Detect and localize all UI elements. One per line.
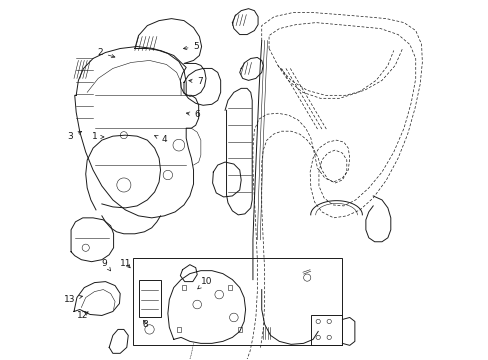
Bar	[176, 327, 181, 332]
Text: 7: 7	[188, 77, 203, 86]
Bar	[310, 315, 342, 345]
Bar	[138, 280, 160, 318]
Text: 6: 6	[186, 110, 200, 119]
Bar	[237, 327, 242, 332]
Bar	[227, 285, 232, 290]
Text: 5: 5	[183, 42, 199, 51]
Text: 4: 4	[154, 135, 166, 144]
Bar	[133, 258, 342, 345]
Text: 11: 11	[120, 259, 131, 268]
Text: 8: 8	[142, 320, 148, 329]
Text: 10: 10	[197, 276, 212, 289]
Text: 2: 2	[97, 48, 115, 58]
Text: 9: 9	[102, 259, 110, 271]
Text: 3: 3	[67, 131, 81, 141]
Text: 12: 12	[77, 311, 88, 320]
Text: 13: 13	[63, 294, 82, 303]
Bar	[182, 285, 186, 290]
Text: 1: 1	[92, 132, 104, 141]
